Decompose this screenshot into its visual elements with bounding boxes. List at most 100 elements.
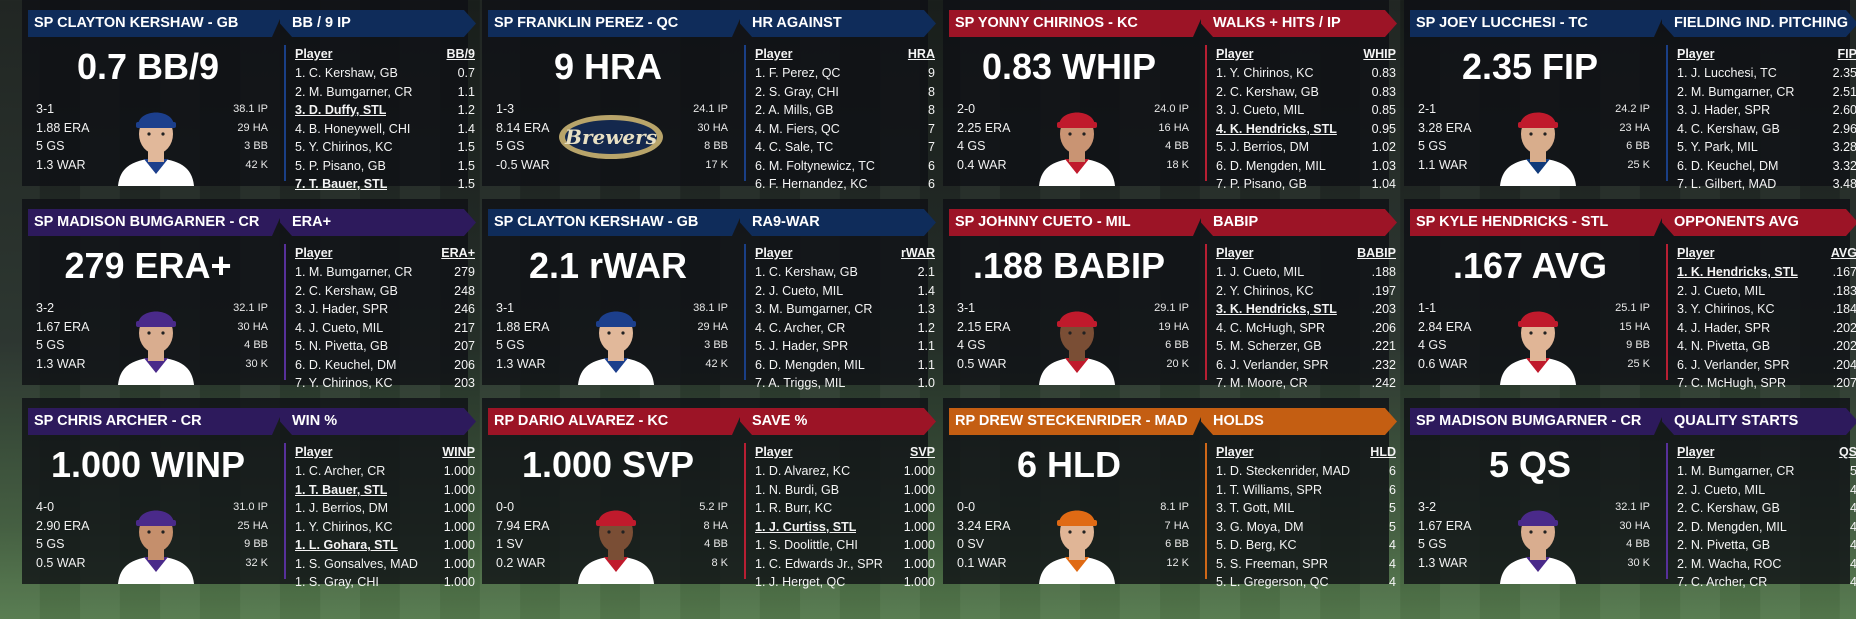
leaderboard-row[interactable]: 6. D. Keuchel, DM 206 — [295, 356, 475, 375]
leaderboard-row[interactable]: 3. G. Moya, DM 5 — [1216, 518, 1396, 537]
leaderboard-row[interactable]: 2. M. Bumgarner, CR 1.1 — [295, 83, 475, 102]
leader-value: 279 — [454, 265, 475, 279]
leaderboard-header-row: Player AVG — [1677, 244, 1856, 263]
leaderboard-row[interactable]: 1. C. Archer, CR 1.000 — [295, 462, 475, 481]
leaderboard-row[interactable]: 3. M. Bumgarner, CR 1.3 — [755, 300, 935, 319]
leaderboard-header-row: Player WINP — [295, 443, 475, 462]
leaderboard-row[interactable]: 4. C. McHugh, SPR .206 — [1216, 319, 1396, 338]
pitching-line-stat: 24.0 IP — [1154, 103, 1189, 115]
leaderboard-row[interactable]: 4. B. Honeywell, CHI 1.4 — [295, 120, 475, 139]
leaderboard-row[interactable]: 1. J. Berrios, DM 1.000 — [295, 499, 475, 518]
featured-stat-value: .188 BABIP — [972, 245, 1166, 286]
leaderboard-row[interactable]: 4. J. Cueto, MIL 217 — [295, 319, 475, 338]
leaderboard-row[interactable]: 4. C. Archer, CR 1.2 — [755, 319, 935, 338]
leaderboard-row[interactable]: 5. D. Berg, KC 4 — [1216, 536, 1396, 555]
leaderboard-row[interactable]: 7. C. McHugh, SPR .207 — [1677, 374, 1856, 393]
player-summary-line: 0-0 — [496, 500, 515, 514]
leaderboard-row[interactable]: 1. C. Kershaw, GB 0.7 — [295, 64, 475, 83]
leaderboard-row[interactable]: 1. J. Herget, QC 1.000 — [755, 573, 935, 592]
pitching-line-stat: 38.1 IP — [233, 103, 268, 115]
leaderboard-row[interactable]: 2. J. Cueto, MIL 4 — [1677, 481, 1856, 500]
leaderboard-row[interactable]: 1. J. Cueto, MIL .188 — [1216, 263, 1396, 282]
leader-name: 1. S. Gonsalves, MAD — [295, 556, 418, 571]
leaderboard-row[interactable]: 2. C. Kershaw, GB 4 — [1677, 499, 1856, 518]
leaderboard-row[interactable]: 4. N. Pivetta, GB .202 — [1677, 337, 1856, 356]
leaderboard-row[interactable]: 1. C. Kershaw, GB 2.1 — [755, 263, 935, 282]
leaderboard-row[interactable]: 2. M. Wacha, ROC 4 — [1677, 555, 1856, 574]
leaderboard-row[interactable]: 5. L. Gregerson, QC 4 — [1216, 573, 1396, 592]
pitching-line-stat: 42 K — [245, 158, 268, 171]
leaderboard-row[interactable]: 5. J. Hader, SPR 1.1 — [755, 337, 935, 356]
leaderboard-row[interactable]: 4. M. Fiers, QC 7 — [755, 120, 935, 139]
leaderboard-row[interactable]: 7. Y. Chirinos, KC 203 — [295, 374, 475, 393]
leaderboard-row[interactable]: 1. S. Gray, CHI 1.000 — [295, 573, 475, 592]
leader-name: 1. C. Archer, CR — [295, 464, 386, 478]
leaderboard-row[interactable]: 6. J. Verlander, SPR .232 — [1216, 356, 1396, 375]
leaderboard-row[interactable]: 2. D. Mengden, MIL 4 — [1677, 518, 1856, 537]
leaderboard-row[interactable]: 4. K. Hendricks, STL 0.95 — [1216, 120, 1396, 139]
leaderboard-row[interactable]: 2. J. Cueto, MIL 1.4 — [755, 282, 935, 301]
leaderboard-row[interactable]: 1. M. Bumgarner, CR 279 — [295, 263, 475, 282]
leaderboard-row[interactable]: 3. T. Gott, MIL 5 — [1216, 499, 1396, 518]
leaderboard-row[interactable]: 6. J. Verlander, SPR .204 — [1677, 356, 1856, 375]
leaderboard-row[interactable]: 4. J. Hader, SPR .202 — [1677, 319, 1856, 338]
leaderboard-row[interactable]: 1. D. Steckenrider, MAD 6 — [1216, 462, 1396, 481]
leaderboard-row[interactable]: 4. C. Sale, TC 7 — [755, 138, 935, 157]
leaderboard-row[interactable]: 2. J. Cueto, MIL .183 — [1677, 282, 1856, 301]
leaderboard-row[interactable]: 1. J. Curtiss, STL 1.000 — [755, 518, 935, 537]
leaderboard-row[interactable]: 3. J. Hader, SPR 246 — [295, 300, 475, 319]
leaderboard-row[interactable]: 1. T. Williams, SPR 6 — [1216, 481, 1396, 500]
leaderboard-row[interactable]: 5. P. Pisano, GB 1.5 — [295, 157, 475, 176]
leaderboard-row[interactable]: 6. D. Keuchel, DM 3.32 — [1677, 157, 1856, 176]
leaderboard-row[interactable]: 5. Y. Park, MIL 3.28 — [1677, 138, 1856, 157]
leaderboard-row[interactable]: 6. D. Mengden, MIL 1.03 — [1216, 157, 1396, 176]
leaderboard-row[interactable]: 2. C. Kershaw, GB 248 — [295, 282, 475, 301]
leaderboard-row[interactable]: 6. M. Foltynewicz, TC 6 — [755, 157, 935, 176]
leaderboard-row[interactable]: 2. Y. Chirinos, KC .197 — [1216, 282, 1396, 301]
leaderboard-row[interactable]: 1. K. Hendricks, STL .167 — [1677, 263, 1856, 282]
leader-value: 1.0 — [917, 376, 935, 390]
leaderboard-row[interactable]: 1. D. Alvarez, KC 1.000 — [755, 462, 935, 481]
leaderboard-row[interactable]: 4. C. Kershaw, GB 2.96 — [1677, 120, 1856, 139]
leaderboard-row[interactable]: 1. F. Perez, QC 9 — [755, 64, 935, 83]
leaderboard-row[interactable]: 1. T. Bauer, STL 1.000 — [295, 481, 475, 500]
team-logo: Brewers — [556, 110, 666, 164]
leaderboard-row[interactable]: 1. S. Gonsalves, MAD 1.000 — [295, 555, 475, 574]
leaderboard-row[interactable]: 5. M. Scherzer, GB .221 — [1216, 337, 1396, 356]
leaderboard-row[interactable]: 2. N. Pivetta, GB 4 — [1677, 536, 1856, 555]
leaderboard-row[interactable]: 7. L. Gilbert, MAD 3.48 — [1677, 175, 1856, 194]
leaderboard-row[interactable]: 6. D. Mengden, MIL 1.1 — [755, 356, 935, 375]
leaderboard-row[interactable]: 3. K. Hendricks, STL .203 — [1216, 300, 1396, 319]
leaderboard-row[interactable]: 2. A. Mills, GB 8 — [755, 101, 935, 120]
leaderboard-row[interactable]: 5. N. Pivetta, GB 207 — [295, 337, 475, 356]
leaderboard-row[interactable]: 3. D. Duffy, STL 1.2 — [295, 101, 475, 120]
leaderboard-row[interactable]: 1. R. Burr, KC 1.000 — [755, 499, 935, 518]
leaderboard-row[interactable]: 5. S. Freeman, SPR 4 — [1216, 555, 1396, 574]
leader-value: 5 — [1389, 501, 1396, 515]
leaderboard-row[interactable]: 1. N. Burdi, GB 1.000 — [755, 481, 935, 500]
leaderboard-row[interactable]: 7. A. Triggs, MIL 1.0 — [755, 374, 935, 393]
leader-value: 207 — [454, 339, 475, 353]
leaderboard-row[interactable]: 1. Y. Chirinos, KC 1.000 — [295, 518, 475, 537]
player-portrait-art — [118, 311, 194, 385]
leaderboard-row[interactable]: 1. S. Doolittle, CHI 1.000 — [755, 536, 935, 555]
leaderboard-row[interactable]: 2. M. Bumgarner, CR 2.51 — [1677, 83, 1856, 102]
leaderboard-row[interactable]: 1. L. Gohara, STL 1.000 — [295, 536, 475, 555]
leaderboard-row[interactable]: 1. J. Lucchesi, TC 2.35 — [1677, 64, 1856, 83]
leaderboard-row[interactable]: 7. P. Pisano, GB 1.04 — [1216, 175, 1396, 194]
leaderboard-row[interactable]: 3. J. Cueto, MIL 0.85 — [1216, 101, 1396, 120]
leader-name: 2. M. Bumgarner, CR — [1677, 84, 1795, 99]
leaderboard-row[interactable]: 1. Y. Chirinos, KC 0.83 — [1216, 64, 1396, 83]
leaderboard-row[interactable]: 5. Y. Chirinos, KC 1.5 — [295, 138, 475, 157]
leaderboard-row[interactable]: 3. J. Hader, SPR 2.60 — [1677, 101, 1856, 120]
leaderboard-row[interactable]: 1. M. Bumgarner, CR 5 — [1677, 462, 1856, 481]
leaderboard-row[interactable]: 2. S. Gray, CHI 8 — [755, 83, 935, 102]
leaderboard-row[interactable]: 7. M. Moore, CR .242 — [1216, 374, 1396, 393]
leaderboard-row[interactable]: 6. F. Hernandez, KC 6 — [755, 175, 935, 194]
leaderboard-row[interactable]: 7. C. Archer, CR 4 — [1677, 573, 1856, 592]
leaderboard-row[interactable]: 1. C. Edwards Jr., SPR 1.000 — [755, 555, 935, 574]
leaderboard-row[interactable]: 3. Y. Chirinos, KC .184 — [1677, 300, 1856, 319]
leaderboard-row[interactable]: 5. J. Berrios, DM 1.02 — [1216, 138, 1396, 157]
leaderboard-row[interactable]: 2. C. Kershaw, GB 0.83 — [1216, 83, 1396, 102]
leaderboard-row[interactable]: 7. T. Bauer, STL 1.5 — [295, 175, 475, 194]
